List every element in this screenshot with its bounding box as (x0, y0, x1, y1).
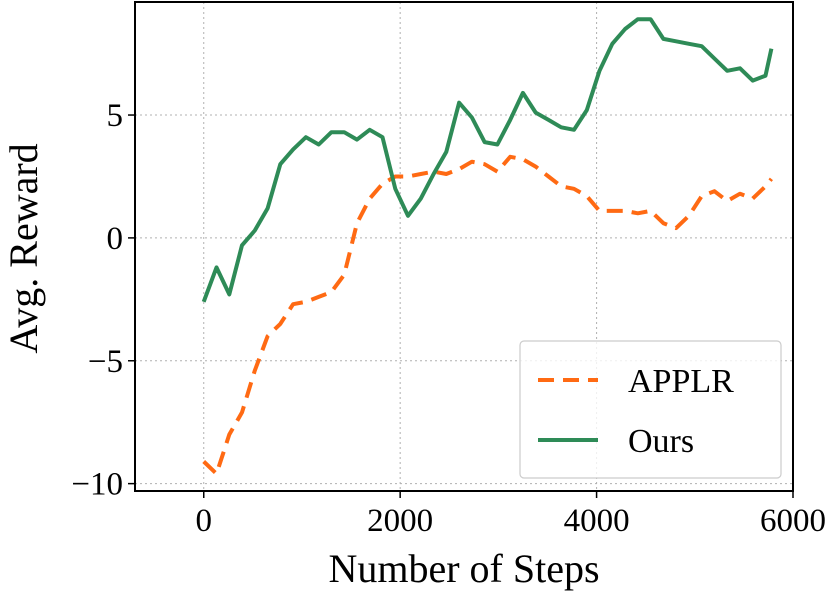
y-tick-label: −10 (71, 467, 123, 503)
y-tick-label: 5 (107, 98, 124, 134)
x-tick-label: 4000 (564, 503, 630, 539)
x-tick-label: 0 (195, 503, 212, 539)
series-line-ours (201, 17, 774, 303)
y-tick-label: −5 (88, 344, 123, 380)
legend-label-applr: APPLR (628, 363, 734, 400)
series-line-applr (202, 154, 773, 476)
x-tick-label: 6000 (760, 503, 826, 539)
y-tick-label: 0 (107, 221, 124, 257)
x-tick-label: 2000 (367, 503, 433, 539)
x-axis-label: Number of Steps (328, 546, 599, 591)
ticks: 0 2000 4000 6000 −10 −5 0 5 (71, 98, 826, 539)
legend: APPLR Ours (519, 340, 782, 479)
series-layer (201, 17, 774, 476)
legend-box (519, 340, 782, 479)
legend-label-ours: Ours (628, 423, 694, 460)
y-axis-label: Avg. Reward (1, 143, 46, 353)
plot-frame (134, 1, 794, 492)
